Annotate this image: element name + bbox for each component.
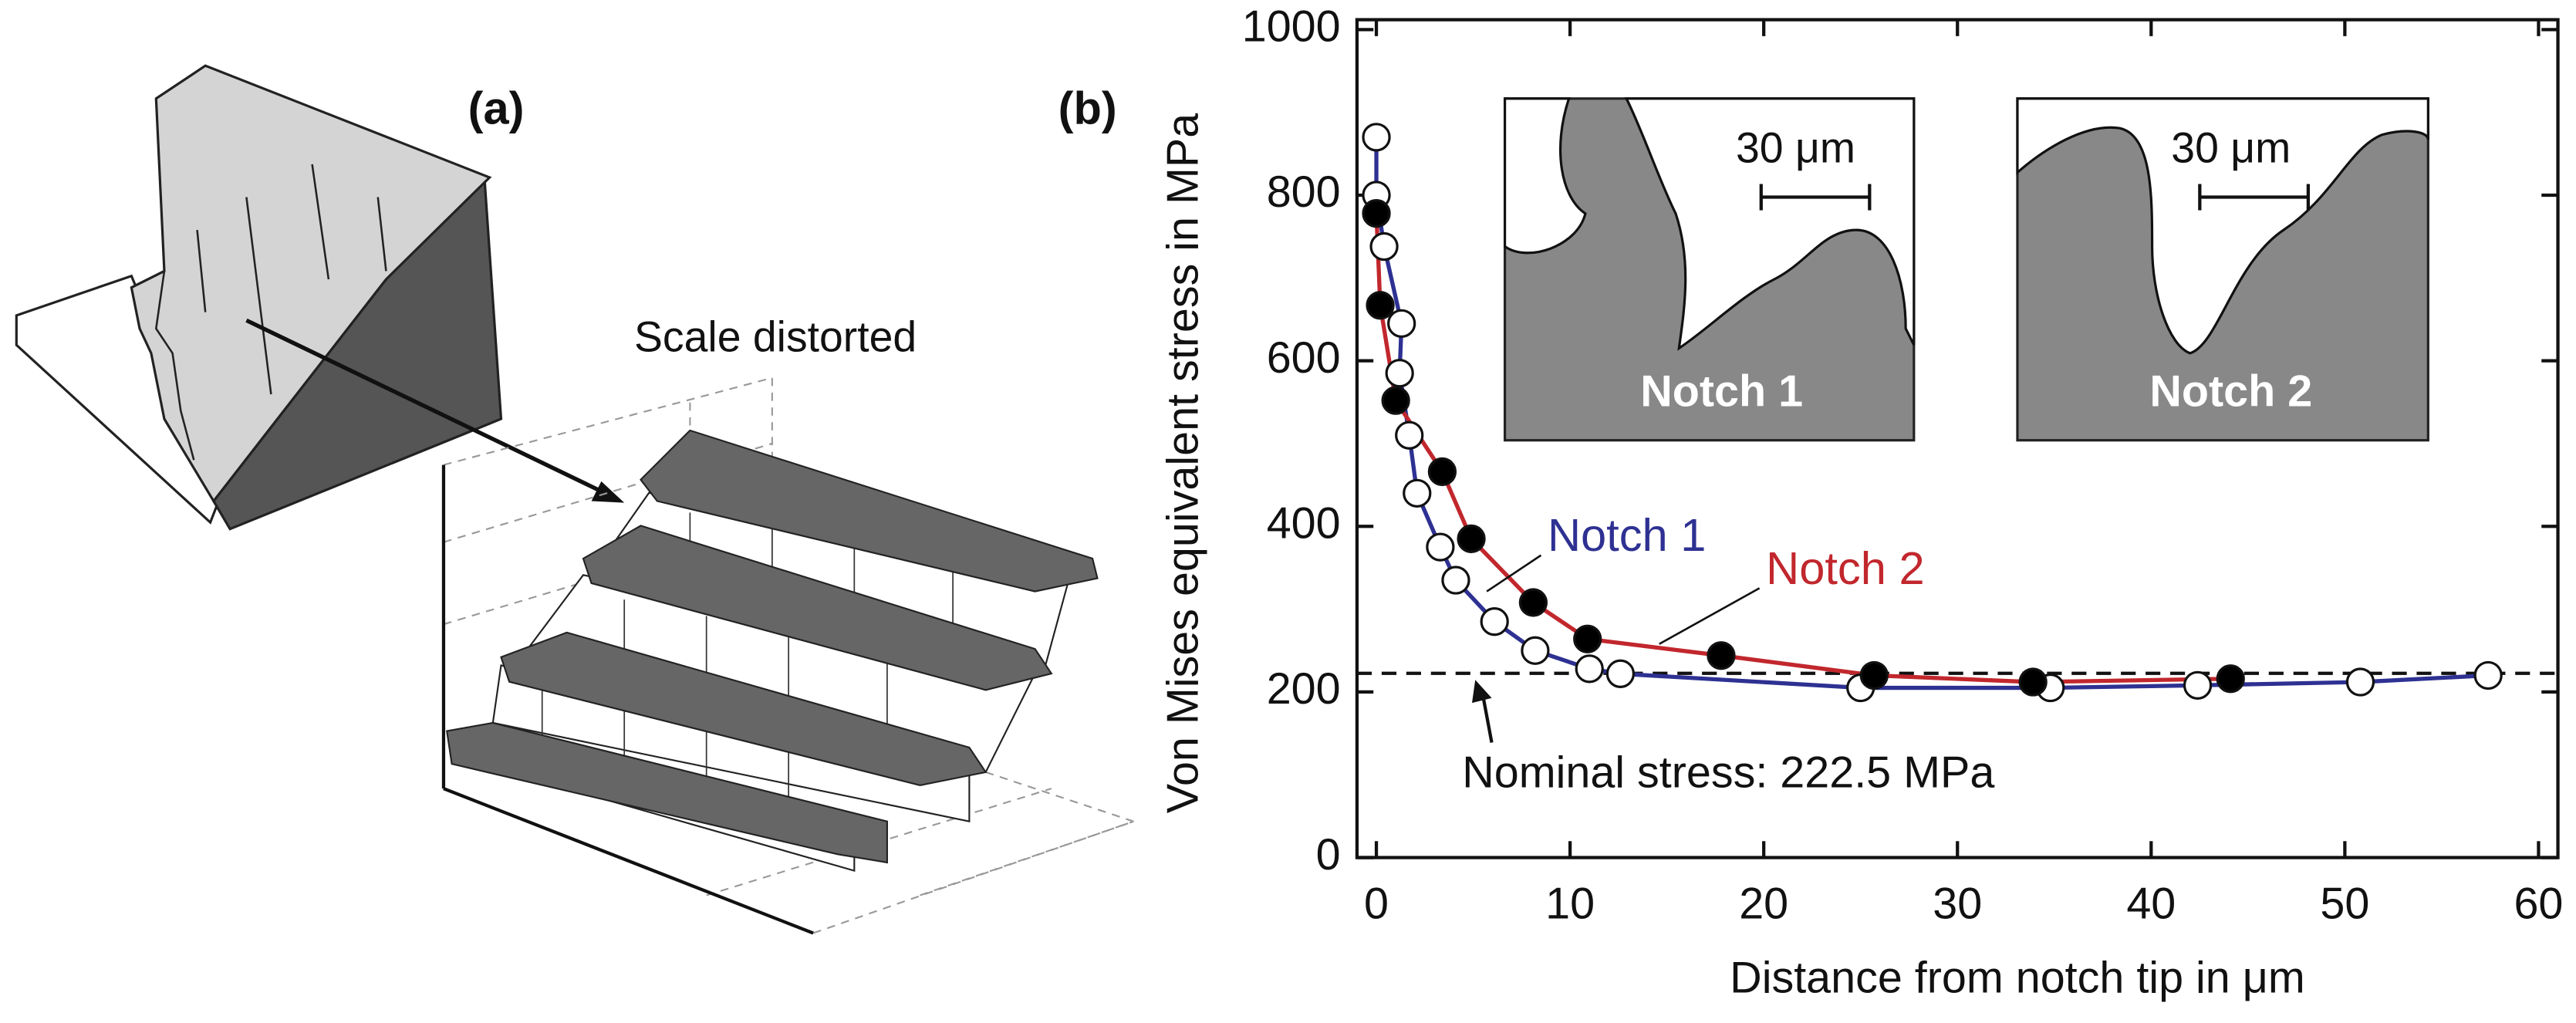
legend-label: Notch 1	[1548, 509, 1706, 561]
scale-bar-label: 30 μm	[1736, 124, 1855, 172]
data-point	[1575, 654, 1604, 684]
data-point	[1403, 478, 1432, 508]
data-point	[2018, 667, 2048, 697]
x-tick-label: 40	[2126, 880, 2176, 929]
data-point	[1381, 386, 1410, 415]
reference-label: Nominal stress: 222.5 MPa	[1462, 748, 1994, 797]
legend-label: Notch 2	[1766, 542, 1924, 594]
y-tick-label: 800	[1267, 167, 1341, 217]
y-tick-label: 1000	[1242, 2, 1341, 52]
data-point	[1480, 607, 1509, 636]
data-point	[1387, 309, 1416, 338]
x-tick-label: 30	[1933, 880, 1982, 929]
data-point	[1859, 660, 1889, 690]
arrow-head	[1471, 680, 1492, 704]
inset-label: Notch 1	[1640, 366, 1803, 416]
data-point	[1385, 359, 1414, 388]
y-axis-label: Von Mises equivalent stress in MPa	[1159, 113, 1208, 813]
panel-label: (b)	[1058, 83, 1117, 134]
annotation: Scale distorted	[634, 312, 917, 360]
data-point	[1362, 198, 1391, 228]
y-tick-label: 0	[1316, 830, 1341, 880]
data-point	[1441, 566, 1470, 595]
y-tick-label: 400	[1267, 498, 1341, 548]
scale-bar-label: 30 μm	[2171, 124, 2291, 172]
data-point	[1426, 532, 1455, 562]
x-axis-label: Distance from notch tip in μm	[1730, 953, 2305, 1002]
y-tick-label: 600	[1267, 333, 1341, 383]
data-point	[1573, 624, 1602, 653]
data-point	[1366, 291, 1395, 320]
data-point	[2183, 670, 2213, 700]
data-point	[1427, 457, 1457, 487]
inset: 30 μm Notch 1 30 μm Notch 2	[1503, 97, 2429, 442]
data-point	[1395, 420, 1424, 450]
x-tick-label: 20	[1739, 880, 1788, 929]
data-point	[1369, 231, 1399, 262]
x-tick-label: 10	[1545, 880, 1595, 929]
leader-line	[1659, 587, 1761, 645]
x-tick-label: 50	[2320, 880, 2369, 929]
panel-label: (a)	[468, 83, 525, 134]
leader-line	[1486, 554, 1542, 593]
y-tick-label: 200	[1267, 664, 1341, 714]
x-tick-label: 0	[1364, 880, 1389, 929]
data-point	[1518, 588, 1548, 617]
data-point	[2345, 667, 2375, 697]
data-point	[2216, 664, 2245, 694]
data-point	[1707, 641, 1736, 670]
data-point	[1362, 123, 1391, 152]
data-point	[1457, 524, 1486, 554]
data-point	[1605, 659, 1636, 688]
data-point	[2473, 660, 2503, 690]
x-tick-label: 60	[2514, 880, 2563, 929]
inset-label: Notch 2	[2149, 366, 2312, 416]
illustration: Scale distorted (a)	[15, 64, 1134, 935]
data-point	[1521, 636, 1550, 665]
